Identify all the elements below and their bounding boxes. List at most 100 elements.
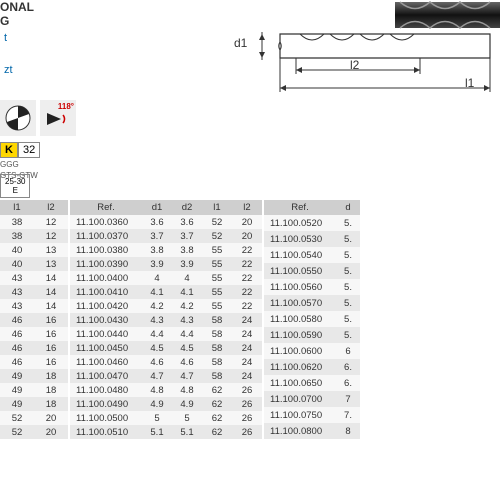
precision-e: E [5, 186, 25, 195]
icons-row: 118° [0, 100, 76, 136]
k-value: 32 [18, 142, 40, 158]
table-cell: 52 [202, 215, 232, 229]
header-text-block: ONAL G t zt [0, 0, 60, 80]
l2-label: l2 [350, 58, 359, 72]
table-row: 11.100.07007 [264, 391, 360, 407]
table-cell: 7. [336, 407, 360, 423]
table-row: 4013 [0, 243, 68, 257]
table-cell: 3.7 [172, 229, 202, 243]
table-cell: 4.1 [142, 285, 172, 299]
table-row: 11.100.04204.24.25522 [70, 299, 262, 313]
table-cell: 26 [232, 425, 262, 439]
table-row: 11.100.04504.54.55824 [70, 341, 262, 355]
table-cell: 26 [232, 397, 262, 411]
table-row: 11.100.05605. [264, 279, 360, 295]
table-cell: 16 [34, 327, 68, 341]
table-cell: 11.100.0540 [264, 247, 336, 263]
tables-container: l1l2 38123812401340134314431443144616461… [0, 200, 500, 439]
table-row: 11.100.0500556226 [70, 411, 262, 425]
col-header: d2 [172, 200, 202, 215]
table-cell: 18 [34, 369, 68, 383]
table-cell: 5 [172, 411, 202, 425]
table-cell: 11.100.0410 [70, 285, 142, 299]
table-row: 11.100.03603.63.65220 [70, 215, 262, 229]
table-row: 4616 [0, 355, 68, 369]
table-cell: 5. [336, 231, 360, 247]
table-row: 11.100.05205. [264, 215, 360, 231]
table-cell: 4.4 [172, 327, 202, 341]
precision-box: 25-30 E [0, 174, 30, 198]
table-cell: 4.4 [142, 327, 172, 341]
table-cell: 11.100.0430 [70, 313, 142, 327]
table-cell: 4.6 [172, 355, 202, 369]
table-cell: 24 [232, 369, 262, 383]
table-row: 11.100.06206. [264, 359, 360, 375]
table-cell: 20 [34, 425, 68, 439]
table-cell: 55 [202, 271, 232, 285]
table-cell: 49 [0, 369, 34, 383]
table-cell: 4.6 [142, 355, 172, 369]
table-cell: 16 [34, 355, 68, 369]
table-row: 11.100.07507. [264, 407, 360, 423]
table-cell: 14 [34, 285, 68, 299]
table-cell: 11.100.0620 [264, 359, 336, 375]
table-cell: 11.100.0460 [70, 355, 142, 369]
table-cell: 11.100.0550 [264, 263, 336, 279]
table-cell: 11.100.0370 [70, 229, 142, 243]
table-cell: 12 [34, 229, 68, 243]
table-cell: 11.100.0420 [70, 299, 142, 313]
col-header: l2 [232, 200, 262, 215]
table-cell: 16 [34, 341, 68, 355]
table-cell: 4.9 [172, 397, 202, 411]
table-cell: 4.1 [172, 285, 202, 299]
table-row: 11.100.04904.94.96226 [70, 397, 262, 411]
table-cell: 38 [0, 229, 34, 243]
table-row: 11.100.05705. [264, 295, 360, 311]
table-cell: 6. [336, 359, 360, 375]
drill-diagram: d1 l2 l1 [240, 0, 500, 100]
col-header: l1 [202, 200, 232, 215]
table-cell: 11.100.0390 [70, 257, 142, 271]
table-cell: 5. [336, 327, 360, 343]
table-cell: 5 [142, 411, 172, 425]
table-cell: 11.100.0650 [264, 375, 336, 391]
table-cell: 4.7 [172, 369, 202, 383]
table-cell: 3.9 [142, 257, 172, 271]
table-row: 11.100.08008 [264, 423, 360, 439]
table-cell: 3.6 [172, 215, 202, 229]
table-cell: 62 [202, 425, 232, 439]
l1-label: l1 [465, 76, 474, 90]
table-cell: 62 [202, 411, 232, 425]
angle-value: 118° [58, 102, 74, 111]
col-header: l1 [0, 200, 34, 215]
table-cell: 16 [34, 313, 68, 327]
table-cell: 5.1 [142, 425, 172, 439]
ggg-text: GGG [0, 160, 40, 169]
table-cell: 43 [0, 299, 34, 313]
table-cell: 26 [232, 411, 262, 425]
table-right: Ref.d 11.100.05205.11.100.05305.11.100.0… [264, 200, 360, 439]
table-left: l1l2 38123812401340134314431443144616461… [0, 200, 68, 439]
table-cell: 58 [202, 355, 232, 369]
table-middle: Ref.d1d2l1l2 11.100.03603.63.6522011.100… [70, 200, 262, 439]
table-cell: 24 [232, 355, 262, 369]
table-row: 3812 [0, 215, 68, 229]
table-cell: 20 [232, 229, 262, 243]
table-row: 4918 [0, 369, 68, 383]
table-cell: 11.100.0560 [264, 279, 336, 295]
table-cell: 4.8 [172, 383, 202, 397]
table-cell: 11.100.0380 [70, 243, 142, 257]
table-cell: 40 [0, 257, 34, 271]
table-row: 11.100.06506. [264, 375, 360, 391]
col-header: Ref. [264, 200, 336, 215]
table-cell: 52 [0, 425, 34, 439]
table-row: 4314 [0, 299, 68, 313]
table-cell: 5. [336, 263, 360, 279]
table-row: 4314 [0, 271, 68, 285]
table-cell: 4.2 [142, 299, 172, 313]
table-row: 4616 [0, 313, 68, 327]
table-cell: 7 [336, 391, 360, 407]
table-row: 4616 [0, 341, 68, 355]
table-cell: 8 [336, 423, 360, 439]
table-cell: 4.3 [172, 313, 202, 327]
